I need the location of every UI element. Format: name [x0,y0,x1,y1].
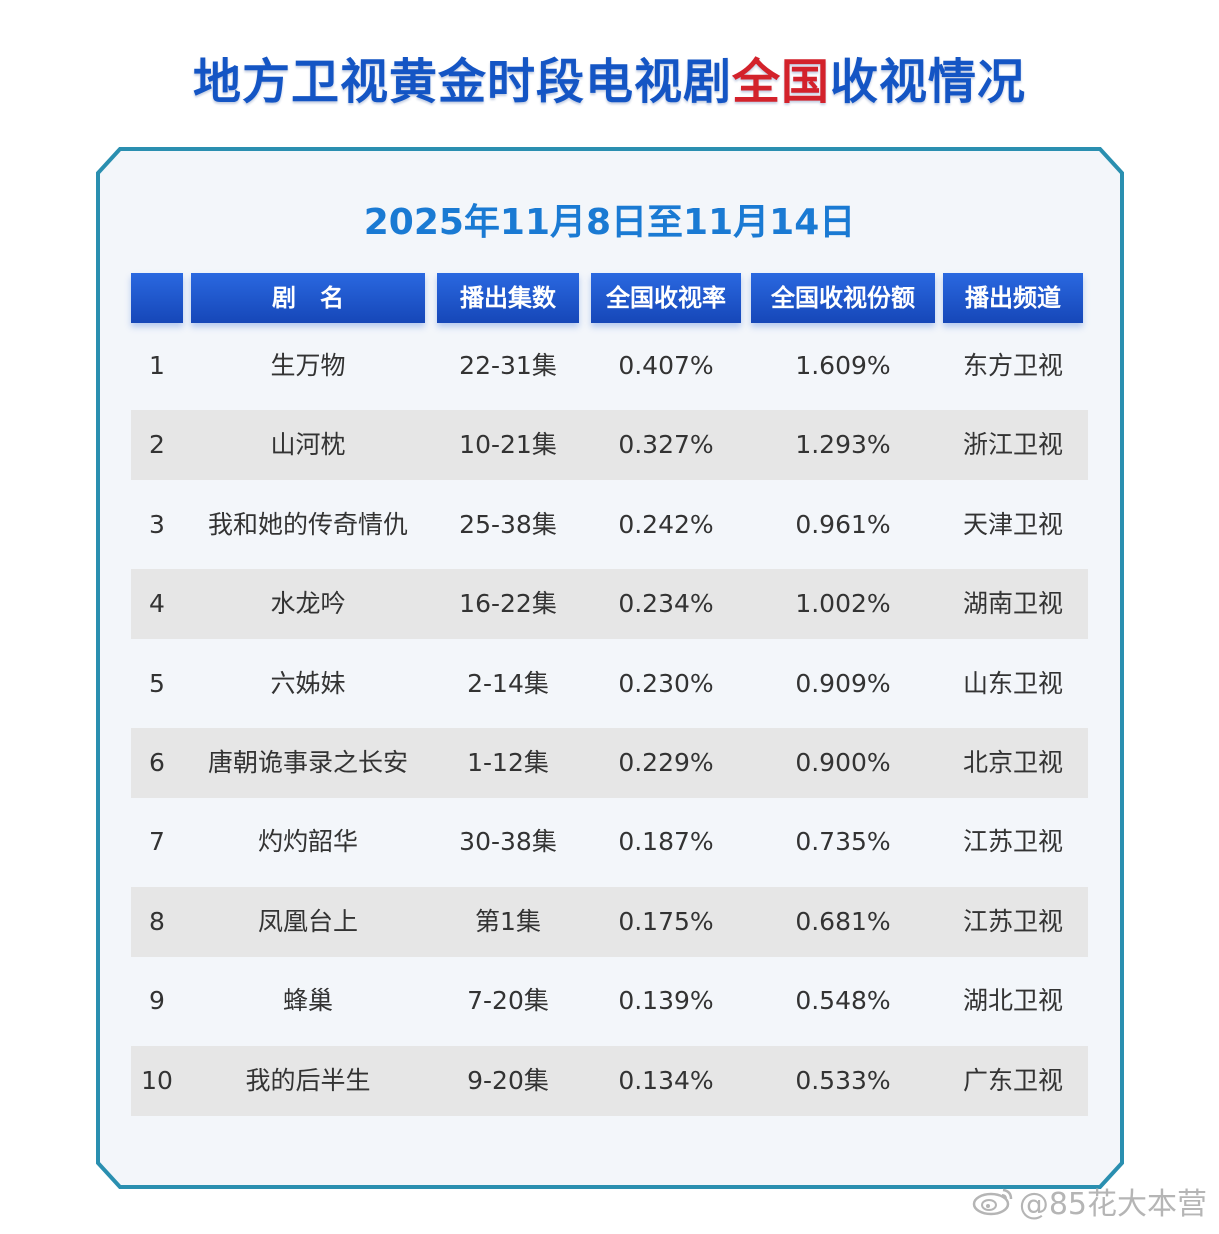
page-title: 地方卫视黄金时段电视剧全国收视情况 [0,42,1219,112]
share-cell: 1.002% [795,589,891,618]
rank-cell: 7 [149,827,165,856]
drama-name-cell: 山河枕 [270,430,346,459]
rank-cell: 5 [149,669,165,698]
rating-cell: 0.230% [618,669,714,698]
drama-name-cell: 生万物 [270,351,346,380]
drama-name-cell: 唐朝诡事录之长安 [207,748,408,777]
share-cell: 0.681% [795,907,891,936]
rank-cell: 6 [149,748,165,777]
date-range: 2025年11月8日至11月14日 [363,202,856,243]
drama-name-cell: 蜂巢 [282,986,333,1015]
share-cell: 0.909% [795,669,891,698]
rank-cell: 2 [149,430,165,459]
rank-cell: 1 [149,351,165,380]
title-highlight: 全国 [731,54,830,110]
drama-name-cell: 我和她的传奇情仇 [207,510,408,539]
rank-cell: 10 [141,1066,173,1095]
rating-cell: 0.234% [618,589,714,618]
channel-cell: 江苏卫视 [962,827,1063,856]
rating-cell: 0.187% [618,827,714,856]
rating-cell: 0.134% [618,1066,714,1095]
episodes-cell: 25-38集 [459,510,557,539]
table-row: 3 我和她的传奇情仇 25-38集 0.242% 0.961% 天津卫视 [131,490,1088,560]
watermark: @85花大本营 [971,1179,1207,1225]
drama-name-cell: 凤凰台上 [257,907,358,936]
rating-cell: 0.175% [618,907,714,936]
table-row: 6 唐朝诡事录之长安 1-12集 0.229% 0.900% 北京卫视 [131,728,1088,798]
channel-cell: 湖南卫视 [962,589,1063,618]
table-row: 7 灼灼韶华 30-38集 0.187% 0.735% 江苏卫视 [131,807,1088,877]
rank-cell: 3 [149,510,165,539]
rating-cell: 0.407% [618,351,714,380]
share-cell: 0.533% [795,1066,891,1095]
channel-cell: 浙江卫视 [962,430,1063,459]
episodes-cell: 10-21集 [459,430,557,459]
drama-name-cell: 水龙吟 [270,589,346,618]
table-row: 2 山河枕 10-21集 0.327% 1.293% 浙江卫视 [131,410,1088,480]
channel-cell: 北京卫视 [962,748,1063,777]
drama-name-cell: 六姊妹 [270,669,346,698]
episodes-cell: 30-38集 [459,827,557,856]
channel-cell: 东方卫视 [962,351,1063,380]
rating-cell: 0.327% [618,430,714,459]
title-part1: 地方卫视黄金时段电视剧 [192,54,732,110]
channel-cell: 广东卫视 [962,1066,1063,1095]
channel-cell: 江苏卫视 [962,907,1063,936]
rating-cell: 0.139% [618,986,714,1015]
channel-cell: 湖北卫视 [962,986,1063,1015]
table-row: 8 凤凰台上 第1集 0.175% 0.681% 江苏卫视 [131,887,1088,957]
rank-cell: 4 [149,589,165,618]
weibo-icon [971,1186,1015,1224]
header-rank [131,273,183,323]
share-cell: 0.900% [795,748,891,777]
episodes-cell: 9-20集 [467,1066,549,1095]
rating-cell: 0.229% [618,748,714,777]
drama-name-cell: 灼灼韶华 [257,827,358,856]
channel-cell: 天津卫视 [962,510,1063,539]
header-rating: 全国收视率 [591,273,741,323]
episodes-cell: 16-22集 [459,589,557,618]
share-cell: 0.548% [795,986,891,1015]
episodes-cell: 第1集 [475,907,541,936]
drama-name-cell: 我的后半生 [245,1066,371,1095]
share-cell: 0.735% [795,827,891,856]
episodes-cell: 7-20集 [467,986,549,1015]
episodes-cell: 22-31集 [459,351,557,380]
share-cell: 0.961% [795,510,891,539]
episodes-cell: 1-12集 [467,748,549,777]
header-episodes: 播出集数 [437,273,579,323]
episodes-cell: 2-14集 [467,669,549,698]
table-row: 4 水龙吟 16-22集 0.234% 1.002% 湖南卫视 [131,569,1088,639]
table-row: 5 六姊妹 2-14集 0.230% 0.909% 山东卫视 [131,649,1088,719]
table-row: 1 生万物 22-31集 0.407% 1.609% 东方卫视 [131,331,1088,401]
title-part2: 收视情况 [830,54,1027,110]
header-channel: 播出频道 [943,273,1083,323]
rank-cell: 9 [149,986,165,1015]
rating-cell: 0.242% [618,510,714,539]
channel-cell: 山东卫视 [962,669,1063,698]
header-share: 全国收视份额 [751,273,935,323]
share-cell: 1.293% [795,430,891,459]
share-cell: 1.609% [795,351,891,380]
header-name: 剧 名 [191,273,425,323]
table-row: 10 我的后半生 9-20集 0.134% 0.533% 广东卫视 [131,1046,1088,1116]
watermark-text: @85花大本营 [1018,1186,1207,1222]
table-row: 9 蜂巢 7-20集 0.139% 0.548% 湖北卫视 [131,966,1088,1036]
rank-cell: 8 [149,907,165,936]
